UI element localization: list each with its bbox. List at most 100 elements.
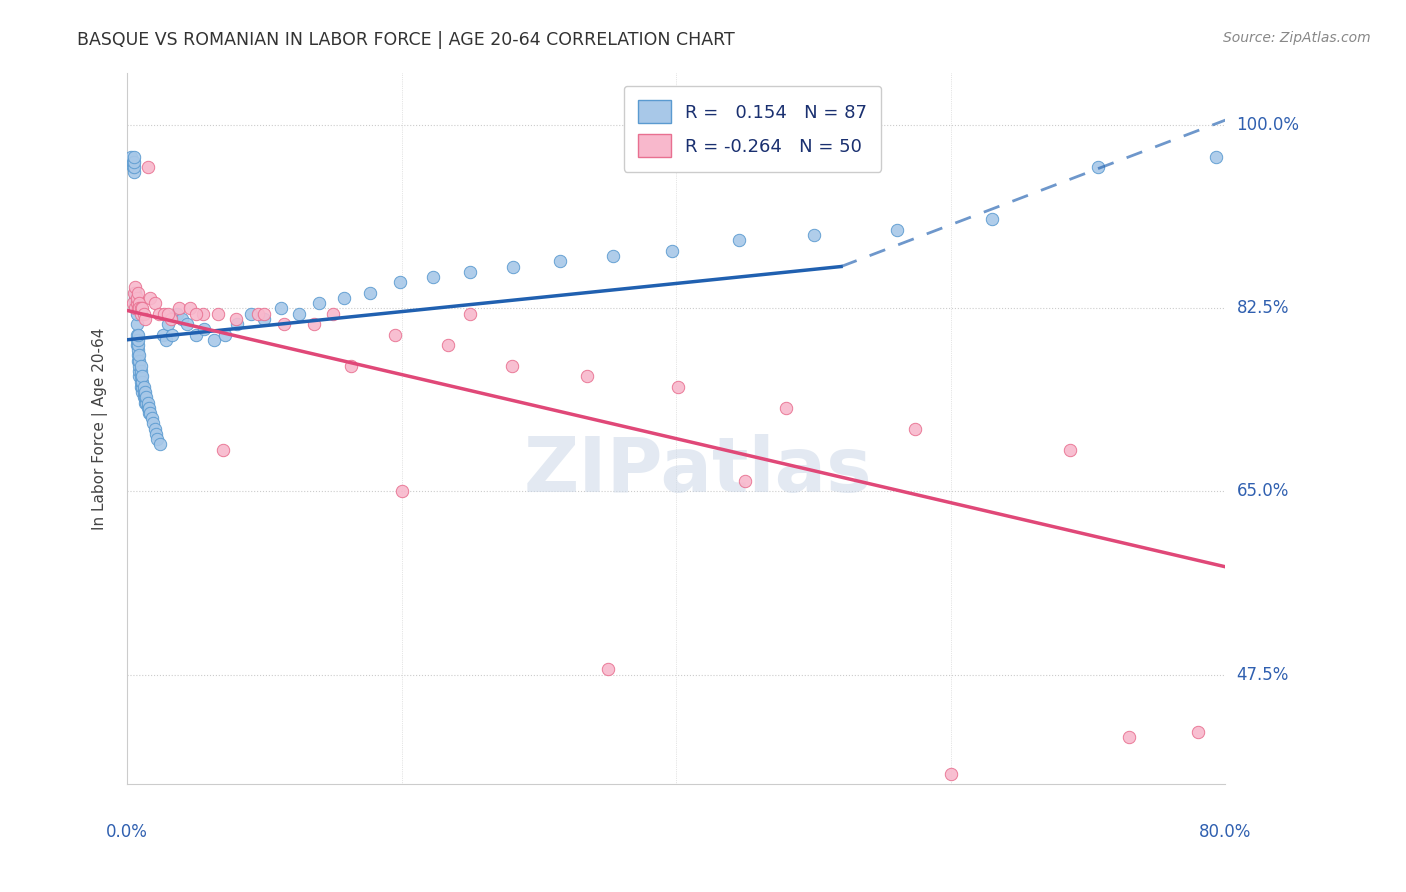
- Text: BASQUE VS ROMANIAN IN LABOR FORCE | AGE 20-64 CORRELATION CHART: BASQUE VS ROMANIAN IN LABOR FORCE | AGE …: [77, 31, 735, 49]
- Point: [184, 307, 207, 321]
- Point: [153, 307, 176, 321]
- Point: [139, 291, 162, 305]
- Point: [125, 296, 148, 310]
- Text: 82.5%: 82.5%: [1237, 300, 1289, 318]
- Point: [157, 307, 180, 321]
- Point: [124, 285, 146, 300]
- Point: [131, 375, 153, 389]
- Point: [125, 291, 148, 305]
- Point: [122, 165, 145, 179]
- Point: [121, 160, 143, 174]
- Point: [129, 301, 152, 316]
- Point: [1118, 731, 1140, 745]
- Point: [340, 359, 363, 373]
- Point: [128, 359, 150, 373]
- Point: [939, 767, 962, 781]
- Point: [134, 395, 156, 409]
- Point: [138, 406, 160, 420]
- Text: 0.0%: 0.0%: [105, 823, 148, 841]
- Point: [134, 390, 156, 404]
- Point: [149, 437, 172, 451]
- Point: [127, 301, 149, 316]
- Point: [131, 301, 153, 316]
- Point: [136, 160, 159, 174]
- Point: [135, 390, 157, 404]
- Point: [124, 291, 146, 305]
- Point: [128, 296, 150, 310]
- Point: [1187, 725, 1209, 739]
- Point: [207, 307, 229, 321]
- Point: [124, 296, 146, 310]
- Point: [212, 442, 235, 457]
- Point: [184, 327, 207, 342]
- Point: [728, 233, 751, 247]
- Point: [333, 291, 356, 305]
- Point: [131, 380, 153, 394]
- Point: [145, 426, 167, 441]
- Point: [176, 317, 198, 331]
- Point: [131, 369, 153, 384]
- Text: Source: ZipAtlas.com: Source: ZipAtlas.com: [1223, 31, 1371, 45]
- Point: [155, 333, 177, 347]
- Point: [125, 327, 148, 342]
- Point: [143, 422, 166, 436]
- Text: 47.5%: 47.5%: [1237, 665, 1289, 683]
- Point: [131, 385, 153, 400]
- Point: [146, 432, 169, 446]
- Point: [226, 317, 249, 331]
- Point: [270, 301, 292, 316]
- Point: [129, 369, 152, 384]
- Point: [127, 333, 149, 347]
- Point: [170, 311, 193, 326]
- Point: [132, 385, 155, 400]
- Point: [125, 307, 148, 321]
- Point: [1087, 160, 1109, 174]
- Point: [202, 333, 225, 347]
- Point: [166, 307, 188, 321]
- Point: [129, 364, 152, 378]
- Point: [460, 307, 482, 321]
- Point: [602, 249, 624, 263]
- Point: [120, 150, 142, 164]
- Point: [1059, 442, 1081, 457]
- Point: [437, 338, 460, 352]
- Point: [122, 155, 145, 169]
- Point: [136, 395, 159, 409]
- Point: [666, 380, 689, 394]
- Text: 100.0%: 100.0%: [1237, 116, 1299, 135]
- Point: [661, 244, 683, 258]
- Point: [132, 380, 155, 394]
- Point: [122, 285, 145, 300]
- Point: [302, 317, 325, 331]
- Point: [127, 353, 149, 368]
- Point: [125, 333, 148, 347]
- Point: [167, 301, 190, 316]
- Point: [803, 228, 825, 243]
- Point: [162, 327, 184, 342]
- Point: [136, 401, 159, 415]
- Point: [148, 307, 170, 321]
- Point: [389, 275, 412, 289]
- Point: [193, 322, 215, 336]
- Point: [127, 327, 149, 342]
- Point: [134, 311, 156, 326]
- Point: [214, 327, 236, 342]
- Point: [129, 359, 152, 373]
- Point: [239, 307, 262, 321]
- Text: 80.0%: 80.0%: [1199, 823, 1251, 841]
- Point: [121, 296, 143, 310]
- Point: [548, 254, 571, 268]
- Point: [135, 395, 157, 409]
- Point: [160, 311, 183, 326]
- Point: [253, 307, 276, 321]
- Point: [391, 484, 413, 499]
- Text: ZIPatlas: ZIPatlas: [524, 434, 873, 508]
- Point: [384, 327, 406, 342]
- Point: [128, 301, 150, 316]
- Point: [138, 401, 160, 415]
- Point: [128, 349, 150, 363]
- Point: [125, 317, 148, 331]
- Point: [775, 401, 797, 415]
- Point: [981, 212, 1004, 227]
- Point: [129, 375, 152, 389]
